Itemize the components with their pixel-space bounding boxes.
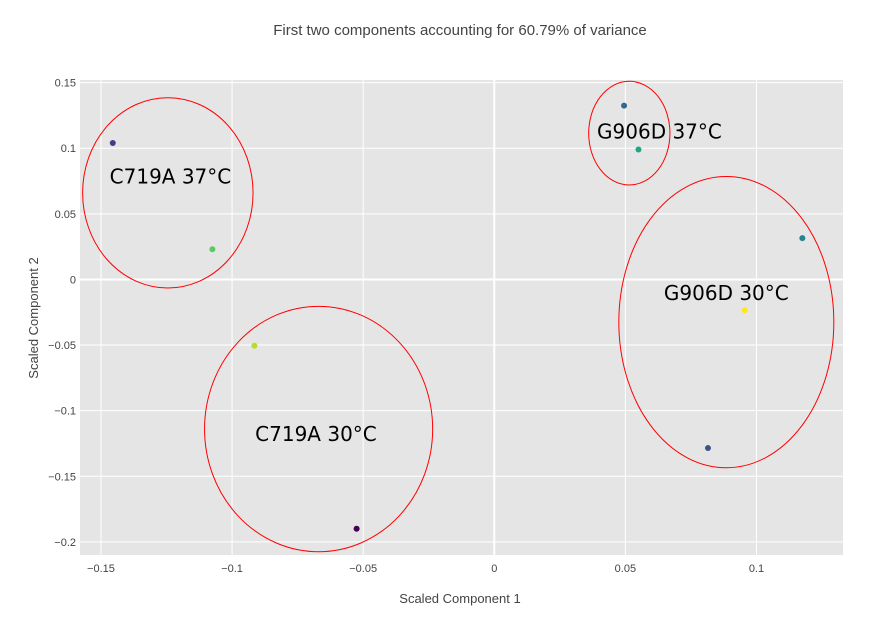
cluster-labels: C719A 37°C C719A 30°C G906D 37°C G906D 30°C (110, 119, 789, 445)
cluster-ellipse (618, 175, 835, 469)
x-tick-label: 0.1 (749, 563, 764, 575)
scatter-point (109, 139, 116, 146)
scatter-point (621, 102, 628, 109)
y-tick-label: 0.15 (55, 78, 76, 90)
y-tick-label: −0.1 (54, 406, 76, 418)
scatter-point (209, 246, 216, 253)
cluster-ellipses (82, 80, 835, 553)
cluster-ellipse (82, 97, 254, 289)
scatter-point (799, 235, 806, 242)
plot-area (80, 80, 843, 555)
chart-title: First two components accounting for 60.7… (273, 22, 647, 39)
scatter-point (251, 342, 258, 349)
y-tick-label: −0.2 (54, 537, 76, 549)
tick-labels: −0.15 −0.1 −0.05 0 0.05 0.1 0.15 0.1 0.05 0 −0.05 −… (48, 78, 764, 575)
data-points (109, 102, 806, 532)
x-tick-label: −0.15 (87, 563, 115, 575)
cluster-label: C719A 30°C (255, 422, 377, 446)
x-tick-label: 0 (491, 563, 497, 575)
y-axis-title: Scaled Component 2 (26, 257, 41, 378)
cluster-label: C719A 37°C (110, 165, 232, 189)
x-axis-title: Scaled Component 1 (399, 591, 520, 606)
grid-lines (80, 80, 843, 555)
cluster-ellipse (588, 80, 671, 186)
x-tick-label: −0.1 (221, 563, 243, 575)
y-tick-label: −0.05 (48, 340, 76, 352)
x-tick-label: −0.05 (349, 563, 377, 575)
scatter-point (704, 445, 711, 452)
cluster-label: G906D 30°C (664, 281, 789, 305)
cluster-label: G906D 37°C (597, 119, 722, 143)
scatter-point (741, 307, 748, 314)
cluster-ellipse (204, 305, 434, 553)
x-tick-label: 0.05 (615, 563, 636, 575)
scatter-point (635, 146, 642, 153)
y-tick-label: −0.15 (48, 471, 76, 483)
y-tick-label: 0.05 (55, 209, 76, 221)
scatter-point (353, 525, 360, 532)
y-tick-label: 0.1 (61, 143, 76, 155)
y-tick-label: 0 (70, 274, 76, 286)
